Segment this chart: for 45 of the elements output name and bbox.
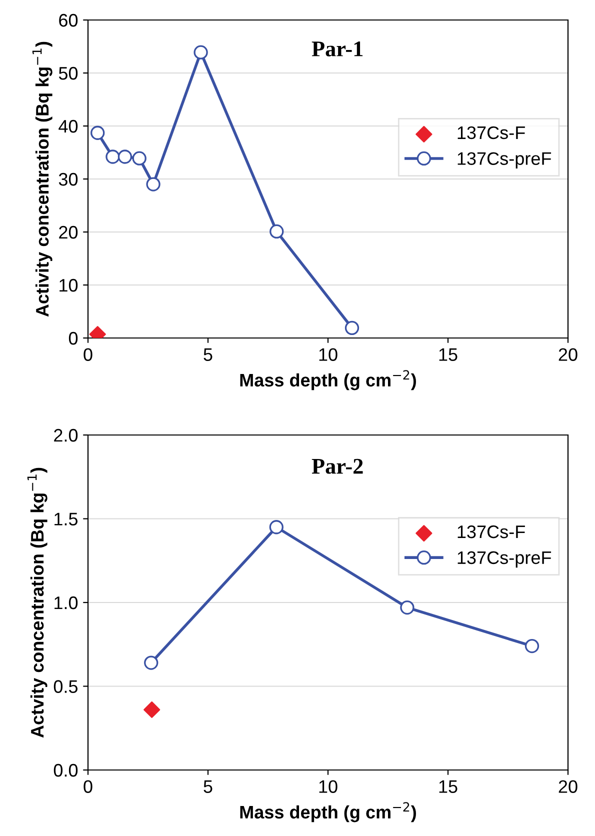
- x-tick-label: 20: [558, 780, 578, 793]
- y-tick-label: 40: [58, 120, 78, 133]
- x-tick-label: 5: [204, 780, 212, 793]
- x-tick-label: 20: [558, 348, 578, 361]
- legend-label: 137Cs-F: [458, 525, 525, 538]
- x-axis-title: Mass depth (g cm$^{−2}$): [240, 802, 416, 822]
- x-tick-label: 5: [204, 348, 212, 361]
- y-tick-label: 0.0: [54, 764, 78, 777]
- point: [194, 45, 208, 60]
- y-tick-label: 60: [59, 14, 78, 27]
- point: [118, 150, 132, 164]
- y-tick-label: 0.5: [54, 680, 78, 693]
- y-tick-label: 2.0: [54, 428, 78, 442]
- x-tick-label: 0: [84, 780, 92, 793]
- point: [270, 224, 284, 239]
- point: [90, 126, 105, 140]
- x-tick-label: 10: [319, 780, 338, 793]
- y-tick-label: 0: [68, 332, 78, 345]
- y-tick-label: 20: [59, 226, 78, 239]
- y-tick-label: 1.0: [54, 596, 78, 610]
- point: [146, 177, 160, 192]
- legend-label: 137Cs-preF: [458, 551, 552, 568]
- x-tick-label: 0: [84, 348, 92, 361]
- text: Par-1: [312, 42, 363, 56]
- point: [144, 701, 160, 718]
- point: [524, 638, 540, 654]
- point: [106, 150, 120, 164]
- x-axis-title: Mass depth (g cm$^{−2}$): [240, 370, 416, 390]
- x-tick-label: 15: [439, 780, 458, 793]
- text: Par-2: [312, 458, 363, 474]
- point: [144, 656, 158, 670]
- y-tick-label: 10: [60, 278, 78, 292]
- point: [344, 320, 360, 336]
- y-axis-title: Actvity concentration (Bq kg$^{−1}$): [27, 468, 48, 738]
- point: [400, 600, 414, 615]
- x-tick-label: 10: [319, 348, 338, 361]
- point: [132, 151, 146, 166]
- point: [269, 520, 284, 534]
- x-tick-label: 15: [439, 348, 458, 361]
- y-tick-label: 30: [58, 172, 78, 186]
- legend-label: 137Cs-preF: [458, 152, 552, 169]
- y-tick-label: 1.5: [54, 512, 78, 526]
- legend-label: 137Cs-F: [458, 126, 525, 140]
- y-tick-label: 50: [58, 66, 78, 80]
- y-axis-title: Activity concentration (Bq kg$^{−1}$): [32, 42, 52, 317]
